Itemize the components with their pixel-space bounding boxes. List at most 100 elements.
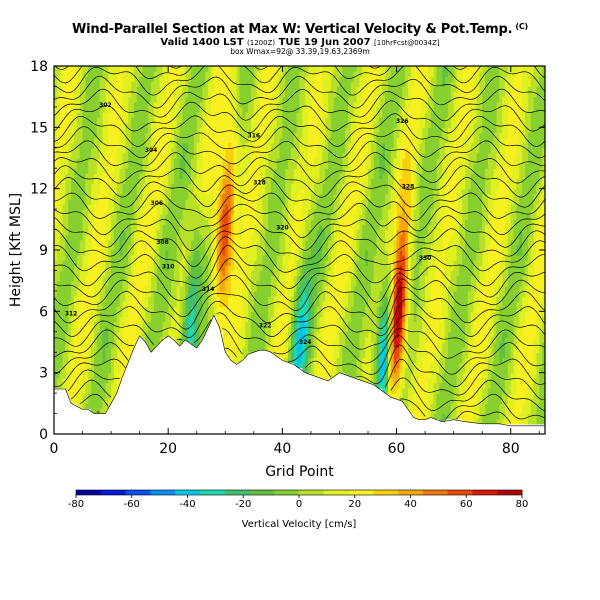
velocity-cell (282, 342, 286, 348)
velocity-cell (59, 152, 64, 159)
velocity-cell (213, 91, 218, 98)
velocity-cell (88, 101, 92, 108)
velocity-cell (296, 275, 301, 282)
velocity-cell (99, 285, 104, 292)
velocity-cell (136, 86, 141, 93)
velocity-cell (188, 326, 192, 333)
velocity-cell (279, 178, 283, 185)
velocity-cell (68, 372, 72, 379)
velocity-cell (131, 163, 135, 169)
velocity-cell (211, 91, 215, 98)
velocity-cell (185, 275, 189, 282)
velocity-cell (256, 188, 261, 195)
velocity-cell (56, 229, 61, 236)
velocity-cell (193, 285, 198, 292)
velocity-cell (288, 265, 292, 272)
velocity-cell (270, 321, 275, 328)
velocity-cell (188, 91, 192, 98)
velocity-cell (145, 112, 149, 118)
velocity-cell (125, 112, 129, 118)
velocity-cell (191, 275, 195, 282)
velocity-cell (230, 280, 235, 287)
velocity-cell (222, 321, 226, 328)
velocity-cell (296, 260, 301, 266)
velocity-cell (248, 326, 252, 333)
velocity-cell (125, 219, 129, 226)
velocity-cell (268, 260, 272, 266)
velocity-cell (293, 152, 298, 159)
velocity-cell (76, 398, 81, 404)
velocity-cell (131, 219, 135, 226)
velocity-cell (136, 301, 141, 307)
velocity-cell (199, 147, 204, 154)
velocity-cell (54, 239, 58, 246)
velocity-cell (153, 163, 158, 169)
velocity-cell (113, 122, 118, 128)
velocity-cell (248, 209, 252, 215)
velocity-cell (179, 101, 184, 108)
velocity-cell (54, 101, 58, 108)
velocity-cell (119, 112, 124, 118)
velocity-cell (191, 260, 195, 266)
velocity-cell (191, 255, 195, 261)
velocity-cell (111, 388, 115, 394)
velocity-cell (159, 101, 164, 108)
velocity-cell (71, 290, 75, 297)
velocity-cell (159, 91, 164, 98)
velocity-cell (256, 265, 261, 272)
velocity-cell (82, 316, 86, 323)
velocity-cell (270, 316, 275, 323)
velocity-cell (62, 275, 67, 282)
velocity-cell (68, 255, 72, 261)
velocity-cell (131, 183, 135, 190)
velocity-cell (68, 168, 72, 174)
velocity-cell (93, 234, 98, 241)
velocity-cell (54, 372, 58, 379)
velocity-cell (233, 122, 238, 128)
velocity-cell (253, 244, 258, 251)
velocity-cell (151, 214, 155, 220)
velocity-cell (179, 280, 184, 287)
velocity-cell (153, 76, 158, 82)
velocity-cell (196, 178, 201, 185)
velocity-cell (273, 127, 278, 134)
velocity-cell (165, 285, 169, 292)
velocity-cell (270, 285, 275, 292)
velocity-cell (282, 265, 286, 272)
velocity-cell (56, 331, 61, 338)
velocity-cell (191, 112, 195, 118)
velocity-cell (205, 106, 209, 113)
velocity-cell (285, 101, 289, 108)
velocity-cell (116, 352, 121, 358)
velocity-cell (111, 137, 115, 144)
velocity-cell (136, 204, 141, 210)
velocity-cell (222, 112, 226, 118)
velocity-cell (125, 229, 129, 236)
velocity-cell (193, 250, 198, 256)
velocity-cell (62, 76, 67, 82)
velocity-cell (293, 147, 298, 154)
velocity-cell (88, 285, 92, 292)
velocity-cell (93, 408, 98, 415)
velocity-cell (228, 91, 232, 98)
velocity-cell (270, 204, 275, 210)
velocity-cell (188, 142, 192, 149)
velocity-cell (111, 173, 115, 180)
velocity-cell (176, 239, 181, 246)
velocity-cell (165, 290, 169, 297)
velocity-cell (256, 244, 261, 251)
velocity-cell (285, 326, 289, 333)
velocity-cell (173, 76, 178, 82)
velocity-cell (259, 204, 263, 210)
velocity-cell (262, 244, 266, 251)
velocity-cell (116, 290, 121, 297)
velocity-cell (54, 204, 58, 210)
velocity-cell (188, 219, 192, 226)
velocity-cell (71, 377, 75, 384)
velocity-cell (296, 306, 301, 312)
velocity-cell (188, 306, 192, 312)
velocity-cell (88, 66, 92, 72)
velocity-cell (193, 209, 198, 215)
velocity-cell (262, 183, 266, 190)
velocity-cell (253, 96, 258, 103)
